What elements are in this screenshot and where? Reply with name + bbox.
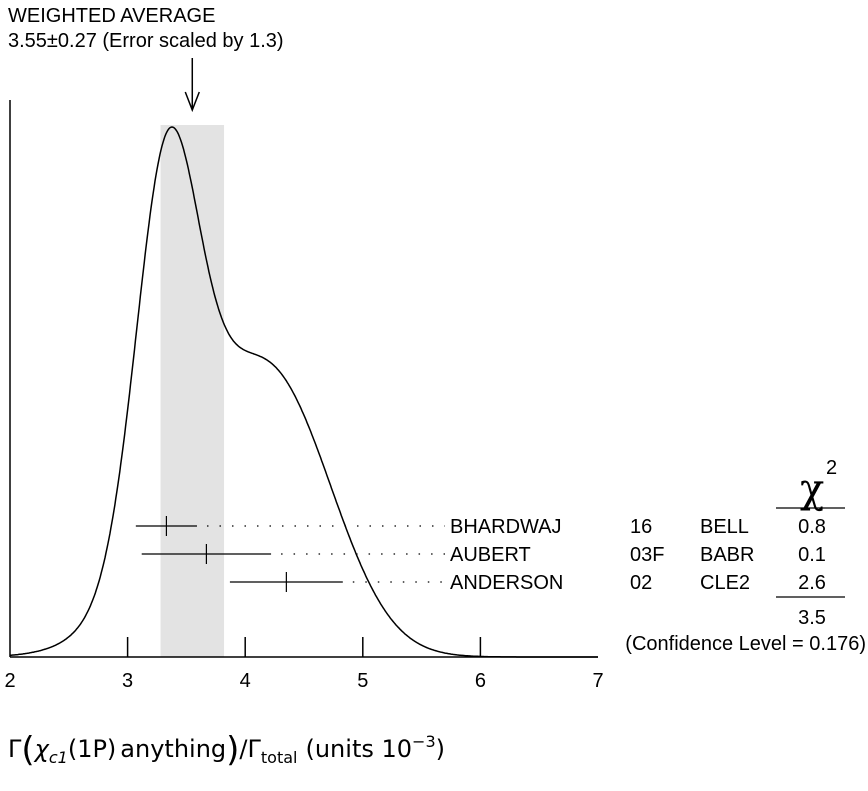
author: BHARDWAJ: [450, 516, 561, 538]
xlabel-gamma: Γ: [8, 735, 22, 763]
chi2-header-chi: χ: [800, 466, 824, 512]
chi2-value: 2.6: [798, 572, 826, 594]
x-axis-ticks: [126, 637, 482, 657]
author: AUBERT: [450, 544, 531, 566]
chi2-value: 0.1: [798, 544, 826, 566]
svg-text:Γ(χc1(1P)anything)/Γtotal(unit: Γ(χc1(1P) anything)/Γtotal (units 10−3): [8, 730, 445, 770]
x-tick-label: 4: [240, 670, 251, 692]
xlabel-close: ): [436, 735, 445, 763]
xlabel-sub: c1: [49, 748, 68, 767]
experiment: BELL: [700, 516, 749, 538]
x-tick-label: 2: [4, 670, 15, 692]
xlabel-slash: /Γ: [239, 735, 261, 763]
xlabel-paren: (1P): [68, 735, 116, 763]
weighted-average-arrow: [184, 58, 200, 113]
x-tick-label: 3: [122, 670, 133, 692]
year: 16: [630, 516, 652, 538]
arrow-head: [184, 91, 200, 113]
x-axis-tick-labels: 2 3 4 5 6 7: [4, 670, 603, 692]
x-tick-label: 5: [357, 670, 368, 692]
measurement-row: ANDERSON 02 CLE2 2.6: [229, 572, 826, 594]
x-tick-label: 6: [475, 670, 486, 692]
weighted-average-title: WEIGHTED AVERAGE: [8, 5, 215, 27]
confidence-level: (Confidence Level = 0.176): [625, 633, 866, 655]
xlabel-units: (units 10: [305, 735, 412, 763]
year: 02: [630, 572, 652, 594]
year: 03F: [630, 544, 664, 566]
x-axis-label: Γ(χc1(1P) anything)/Γtotal (units 10−3): [8, 730, 445, 770]
chi2-header-sup: 2: [826, 457, 837, 479]
experiment: BABR: [700, 544, 754, 566]
measurement-row: BHARDWAJ 16 BELL 0.8: [135, 516, 826, 538]
chi2-value: 0.8: [798, 516, 826, 538]
xlabel-word: anything: [120, 735, 226, 763]
author: ANDERSON: [450, 572, 563, 594]
xlabel-chi: χ: [33, 735, 50, 763]
measurements: BHARDWAJ 16 BELL 0.8 AUBERT 03F BABR 0.1 ANDERSO…: [135, 516, 826, 594]
x-tick-label: 7: [592, 670, 603, 692]
measurement-row: AUBERT 03F BABR 0.1: [141, 544, 826, 566]
experiment: CLE2: [700, 572, 750, 594]
chi2-total: 3.5: [798, 607, 826, 629]
weighted-average-band: [160, 125, 225, 657]
xlabel-total: total: [261, 748, 298, 767]
weighted-average-value: 3.55±0.27 (Error scaled by 1.3): [8, 30, 284, 52]
xlabel-exp: −3: [412, 732, 436, 751]
